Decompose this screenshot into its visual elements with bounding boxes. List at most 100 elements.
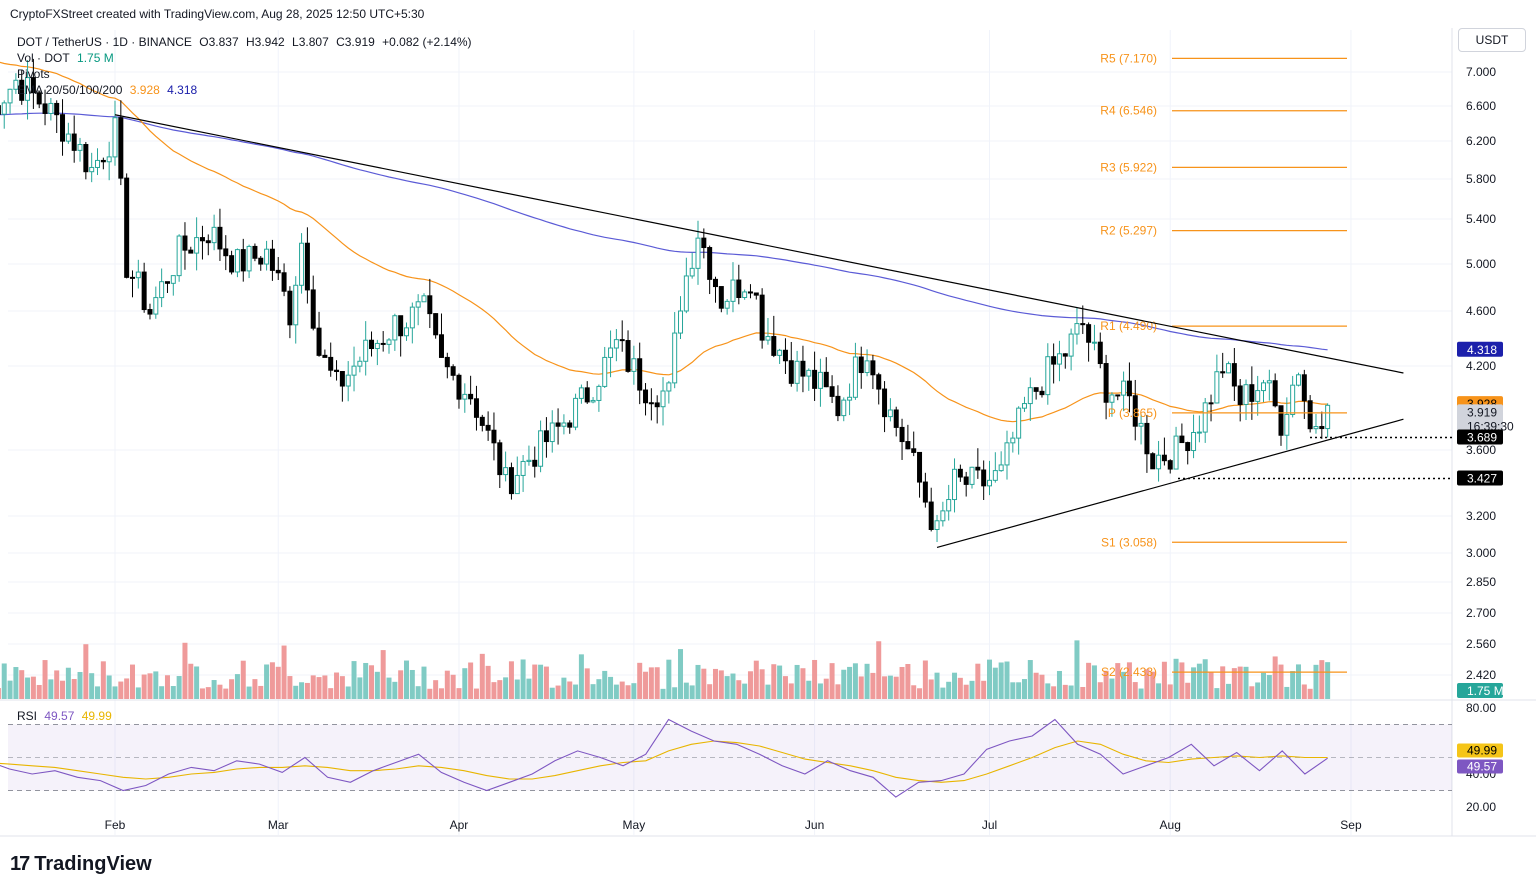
- axes[interactable]: Feb Mar Apr May Jun Jul Aug Sep 7.000 6.600 6.200 5…: [105, 65, 1497, 832]
- y-tick-label: 6.200: [1466, 134, 1496, 148]
- volume-bar: [252, 679, 258, 699]
- candle-body: [870, 360, 876, 376]
- pivots-row[interactable]: Pivots: [17, 66, 476, 82]
- candle-body: [608, 347, 614, 358]
- candle-body: [380, 342, 386, 345]
- volume-bar: [806, 680, 812, 699]
- candle-body: [95, 159, 101, 168]
- volume-bar: [975, 663, 981, 699]
- ema-label[interactable]: EMA 20/50/100/200: [17, 83, 123, 97]
- candle-body: [823, 371, 829, 388]
- support-3689-tag-box: [1457, 429, 1503, 445]
- candle-body: [1325, 404, 1331, 430]
- ema-row[interactable]: EMA 20/50/100/200 3.928 4.318: [17, 82, 476, 98]
- candle-body: [287, 290, 293, 326]
- volume-bar: [701, 668, 707, 699]
- volume-bar: [0, 688, 1, 699]
- trendlines[interactable]: [114, 114, 1452, 549]
- y-tick-label: 3.600: [1466, 443, 1496, 457]
- ascending-support-trendline: [936, 418, 1404, 549]
- tradingview-logo: 17 TradingView: [10, 853, 152, 876]
- volume-bar: [514, 679, 520, 699]
- candle-body: [782, 349, 788, 362]
- candle-body: [299, 242, 305, 286]
- volume-bar: [153, 671, 159, 699]
- volume-bar: [42, 660, 48, 699]
- candle-body: [1231, 363, 1237, 387]
- volume-bar: [952, 672, 958, 699]
- volume-bar: [771, 664, 777, 699]
- volume-bar: [1, 663, 7, 699]
- candle-body: [1126, 380, 1132, 397]
- rsi-label[interactable]: RSI: [17, 709, 38, 723]
- rsi-tick-label: 80.00: [1466, 701, 1496, 715]
- rsi-legend[interactable]: RSI 49.57 49.99: [17, 709, 116, 723]
- candles[interactable]: [0, 58, 1331, 543]
- y-tick-label: 3.000: [1466, 546, 1496, 560]
- volume-bar: [217, 684, 223, 699]
- candle-body: [13, 79, 19, 90]
- volume-bar: [1062, 684, 1068, 699]
- candle-body: [1097, 341, 1103, 365]
- volume-bar: [1237, 666, 1243, 699]
- currency-button[interactable]: USDT: [1458, 28, 1526, 52]
- volume-bar: [817, 683, 823, 699]
- candle-body: [538, 430, 544, 467]
- volume-bar: [83, 644, 89, 699]
- candle-body: [223, 248, 229, 257]
- rsi-pane: [0, 718, 1452, 798]
- volume-bar: [689, 685, 695, 699]
- candle-body: [753, 292, 759, 296]
- symbol-row[interactable]: DOT / TetherUS · 1D · BINANCE O3.837 H3.…: [17, 34, 476, 50]
- candle-body: [1138, 422, 1144, 427]
- candle-body: [917, 451, 923, 483]
- ema-200-value: 4.318: [167, 83, 198, 97]
- candle-body: [508, 467, 514, 495]
- volume-bar: [928, 679, 934, 699]
- volume-bar: [1156, 683, 1162, 699]
- candle-body: [998, 464, 1004, 472]
- candle-body: [1196, 431, 1202, 434]
- volume-bar: [147, 673, 153, 699]
- candle-body: [905, 441, 911, 450]
- volume-bar: [625, 685, 631, 699]
- ema-50-value: 3.928: [129, 83, 160, 97]
- volume-bar: [1068, 685, 1074, 699]
- volume-bar: [205, 687, 211, 699]
- volume-bar: [25, 677, 31, 699]
- volume-bar: [1039, 674, 1045, 699]
- volume-bar: [1284, 686, 1290, 699]
- candle-body: [159, 281, 165, 299]
- volume-bar: [19, 670, 25, 699]
- volume-bar: [590, 684, 596, 699]
- pivot-label-p: P (3.865): [1108, 406, 1157, 420]
- volume-label[interactable]: Vol · DOT: [17, 51, 70, 65]
- high-value: H3.942: [246, 35, 285, 49]
- candle-body: [1062, 353, 1068, 357]
- volume-bar: [555, 685, 561, 699]
- candle-body: [1226, 363, 1232, 374]
- symbol-label[interactable]: DOT / TetherUS · 1D · BINANCE: [17, 35, 192, 49]
- candle-body: [182, 235, 188, 251]
- volume-bar: [345, 686, 351, 699]
- volume-row[interactable]: Vol · DOT 1.75 M: [17, 50, 476, 66]
- x-tick-label: Mar: [268, 818, 289, 832]
- candle-body: [351, 365, 357, 376]
- candle-body: [19, 79, 25, 101]
- volume-bar: [1290, 671, 1296, 699]
- candle-body: [339, 371, 345, 387]
- y-tick-label: 2.420: [1466, 668, 1496, 682]
- pivots-label[interactable]: Pivots: [17, 67, 50, 81]
- candle-body: [1021, 403, 1027, 409]
- candle-body: [1080, 323, 1086, 326]
- x-tick-label: Jul: [982, 818, 997, 832]
- volume-bar: [194, 666, 200, 699]
- candle-body: [409, 306, 415, 329]
- y-tick-label: 2.850: [1466, 575, 1496, 589]
- candle-body: [911, 448, 917, 453]
- candle-body: [7, 88, 13, 104]
- volume-bar: [1097, 682, 1103, 699]
- volume-bar: [409, 669, 415, 699]
- volume-bar: [1004, 661, 1010, 699]
